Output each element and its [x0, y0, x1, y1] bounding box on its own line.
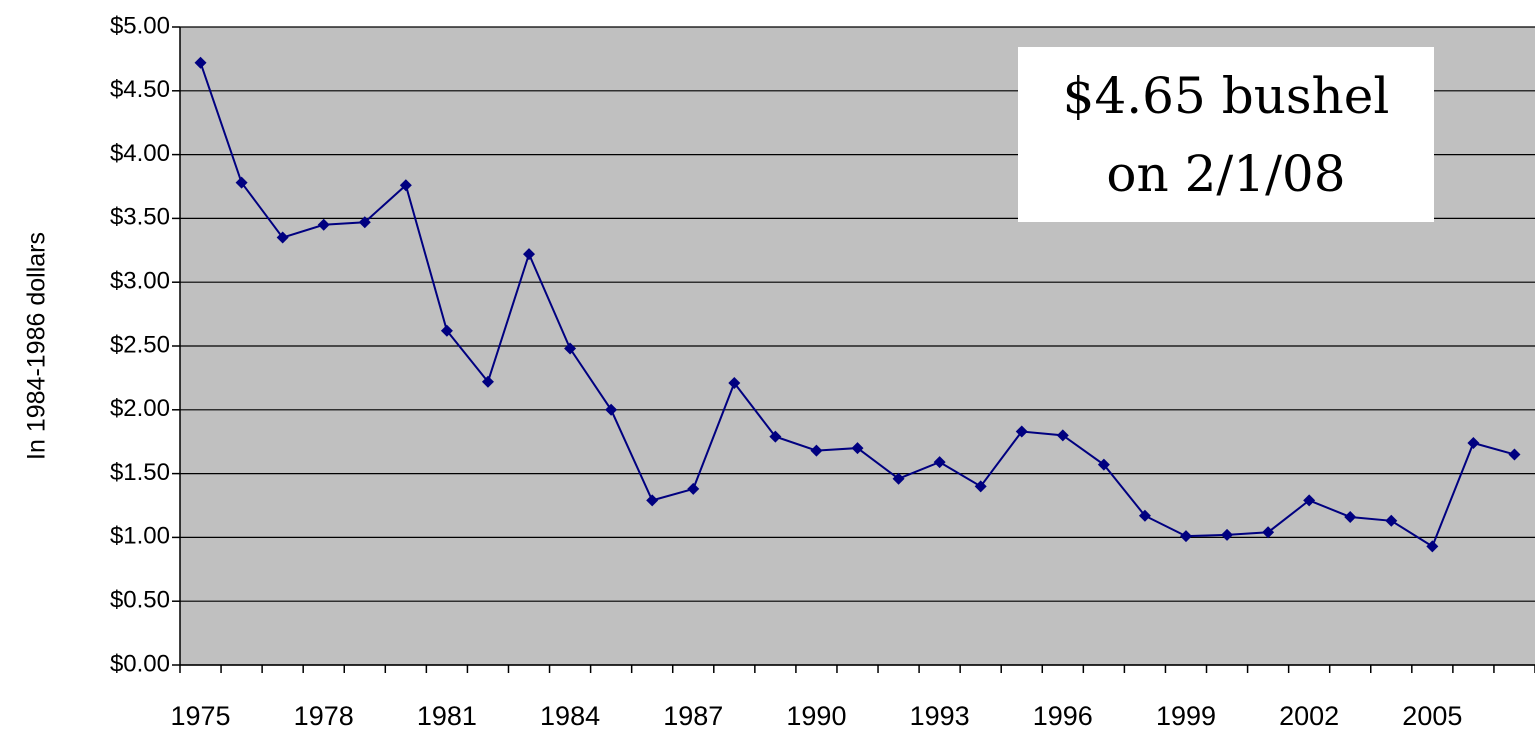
y-tick-label: $2.00	[110, 395, 170, 422]
marker	[194, 56, 207, 69]
marker	[1344, 510, 1357, 523]
x-tick-label: 1993	[910, 701, 970, 731]
marker	[1138, 509, 1151, 522]
marker	[1508, 448, 1521, 461]
marker	[1056, 429, 1069, 442]
marker	[728, 377, 741, 390]
marker	[1262, 526, 1275, 539]
marker	[646, 494, 659, 507]
annotation: on 2/1/08	[1106, 145, 1345, 203]
y-tick-label: $1.00	[110, 523, 170, 550]
marker	[605, 403, 618, 416]
marker	[769, 430, 782, 443]
y-tick-label: $1.50	[110, 459, 170, 486]
y-tick-label: $4.00	[110, 140, 170, 167]
y-tick-label: $2.50	[110, 331, 170, 358]
marker	[1221, 528, 1234, 541]
marker	[810, 444, 823, 457]
marker	[358, 216, 371, 229]
x-tick-label: 1999	[1156, 701, 1216, 731]
marker	[1426, 540, 1439, 553]
x-tick-label: 2005	[1402, 701, 1462, 731]
x-tick-label: 1978	[294, 701, 354, 731]
annotation: $4.65 bushel	[1063, 67, 1390, 125]
marker	[892, 472, 905, 485]
y-tick-label: $5.00	[110, 12, 170, 39]
marker	[1097, 458, 1110, 471]
marker	[851, 442, 864, 455]
y-axis-label: In 1984-1986 dollars	[23, 232, 51, 460]
marker	[1015, 425, 1028, 438]
y-tick-label: $3.00	[110, 268, 170, 295]
x-tick-label: 1987	[663, 701, 723, 731]
x-tick-label: 1990	[786, 701, 846, 731]
y-tick-label: $4.50	[110, 76, 170, 103]
x-tick-label: 1996	[1033, 701, 1093, 731]
y-tick-label: $0.50	[110, 587, 170, 614]
marker	[235, 176, 248, 189]
x-tick-label: 2002	[1279, 701, 1339, 731]
marker	[1179, 530, 1192, 543]
marker	[1303, 494, 1316, 507]
x-tick-label: 1984	[540, 701, 600, 731]
marker	[1385, 514, 1398, 527]
marker	[564, 342, 577, 355]
y-tick-label: $3.50	[110, 204, 170, 231]
marker	[276, 231, 289, 244]
marker	[481, 375, 494, 388]
marker	[687, 482, 700, 495]
x-tick-label: 1975	[170, 701, 230, 731]
y-tick-label: $0.00	[110, 650, 170, 677]
marker	[399, 179, 412, 192]
marker	[440, 324, 453, 337]
marker	[317, 218, 330, 231]
marker	[523, 248, 536, 261]
marker	[1467, 436, 1480, 449]
annotation-box	[1018, 47, 1434, 222]
x-tick-label: 1981	[417, 701, 477, 731]
marker	[974, 480, 987, 493]
marker	[933, 456, 946, 469]
